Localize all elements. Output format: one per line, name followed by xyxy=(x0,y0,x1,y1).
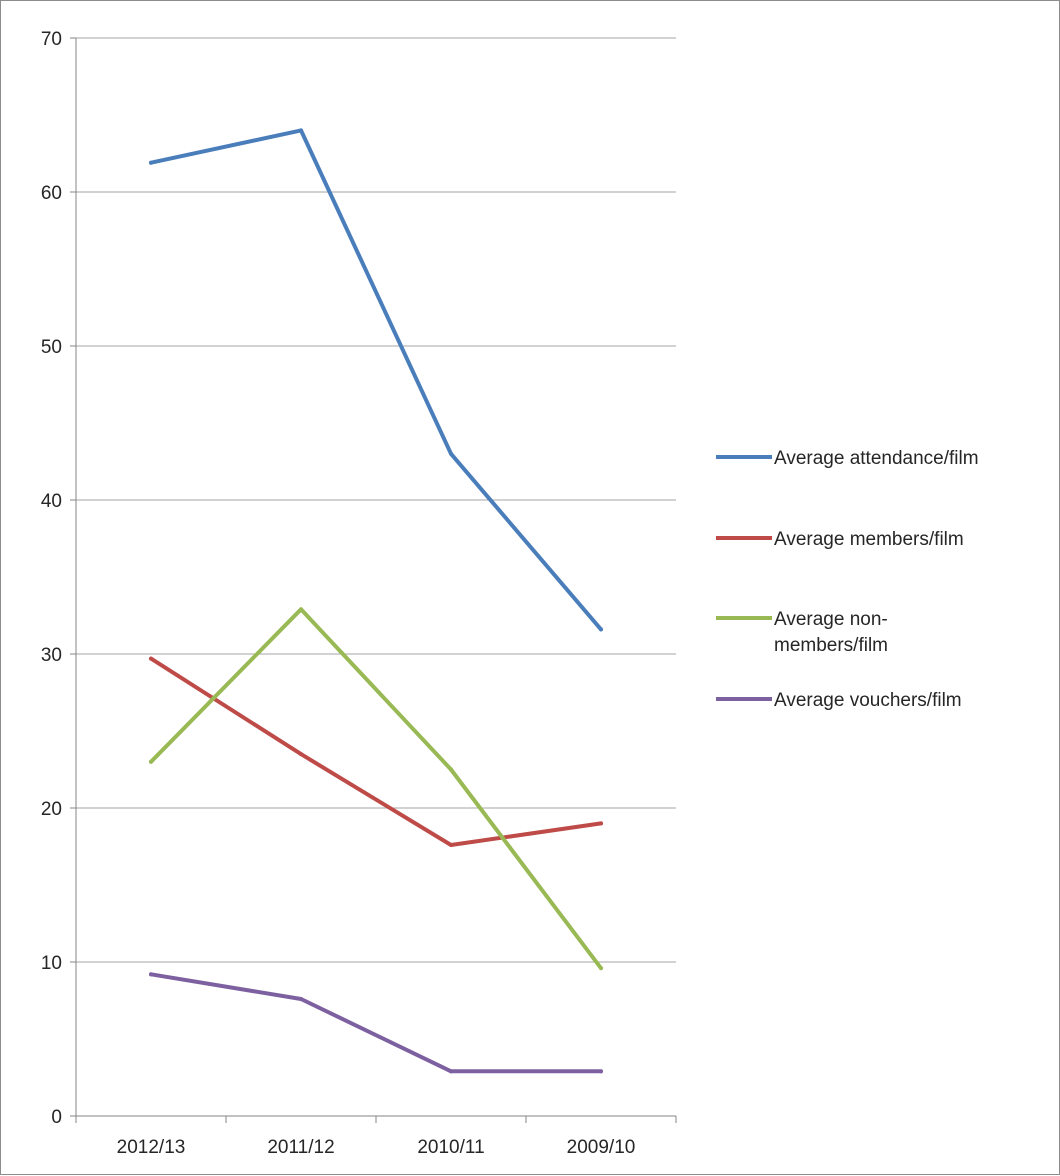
data-point xyxy=(449,842,453,847)
legend-label-line: Average non- xyxy=(774,609,888,630)
legend-item: Average attendance/film xyxy=(716,448,979,469)
data-point xyxy=(449,1069,453,1074)
y-tick-label: 0 xyxy=(51,1107,62,1128)
data-point xyxy=(599,966,603,971)
data-point xyxy=(149,160,153,165)
gridlines xyxy=(76,37,676,963)
legend-label: Average attendance/film xyxy=(774,448,979,469)
legend-item: Average vouchers/film xyxy=(716,690,962,711)
x-tick-label: 2012/13 xyxy=(117,1137,186,1158)
series-line-4 xyxy=(149,972,603,1074)
data-point xyxy=(449,451,453,456)
y-tick-label: 40 xyxy=(41,491,62,512)
y-tick-label: 60 xyxy=(41,183,62,204)
data-point xyxy=(149,759,153,764)
legend: Average attendance/film Average members/f… xyxy=(716,448,979,711)
data-point xyxy=(299,128,303,133)
y-tick-label: 20 xyxy=(41,799,62,820)
data-point xyxy=(149,656,153,661)
data-point xyxy=(299,752,303,757)
axes: 0 10 20 30 40 50 60 70 2012/13 2011/12 2010/11 2009… xyxy=(41,29,677,1158)
legend-item: Average non-members/film xyxy=(716,609,888,656)
legend-label-line: Average members/film xyxy=(774,529,964,550)
data-point xyxy=(599,627,603,632)
data-point xyxy=(599,1069,603,1074)
x-tick-label: 2011/12 xyxy=(267,1137,334,1158)
data-point xyxy=(299,996,303,1001)
legend-label-line: Average attendance/film xyxy=(774,448,979,469)
data-point xyxy=(149,972,153,977)
legend-item: Average members/film xyxy=(716,529,964,550)
data-point xyxy=(449,767,453,772)
legend-label: Average vouchers/film xyxy=(774,690,962,711)
y-tick-label: 30 xyxy=(41,645,62,666)
y-tick-label: 70 xyxy=(41,29,62,50)
data-point xyxy=(599,821,603,826)
legend-label-line: Average vouchers/film xyxy=(774,690,962,711)
series-lines xyxy=(149,128,603,1074)
series-line-1 xyxy=(149,128,603,632)
x-tick-label: 2010/11 xyxy=(417,1137,484,1158)
series-line-2 xyxy=(149,656,603,847)
x-tick-label: 2009/10 xyxy=(567,1137,636,1158)
data-point xyxy=(299,607,303,612)
series-line-3 xyxy=(149,607,603,971)
legend-label: Average non-members/film xyxy=(774,609,888,656)
legend-label-line: members/film xyxy=(774,635,888,656)
legend-label: Average members/film xyxy=(774,529,964,550)
y-tick-label: 10 xyxy=(41,953,62,974)
y-tick-label: 50 xyxy=(41,337,62,358)
